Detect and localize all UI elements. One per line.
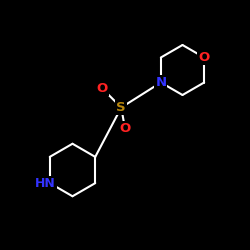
Text: O: O — [120, 122, 130, 135]
Text: HN: HN — [35, 176, 56, 190]
Text: O: O — [198, 51, 210, 64]
Text: S: S — [116, 101, 126, 114]
Text: O: O — [97, 82, 108, 95]
Text: N: N — [155, 76, 166, 89]
